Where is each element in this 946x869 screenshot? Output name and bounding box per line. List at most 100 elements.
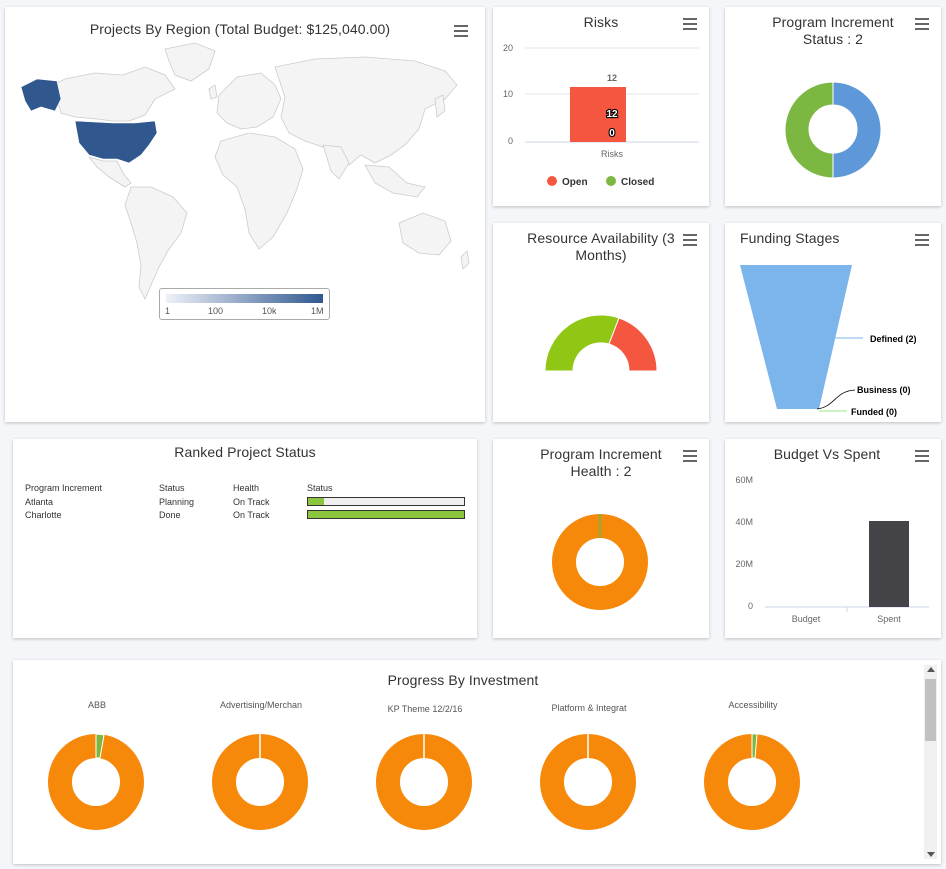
scroll-down-arrow-icon[interactable] (927, 852, 935, 857)
map-europe (216, 72, 282, 130)
investment-label: Accessibility (728, 700, 778, 710)
funnel-label-defined: Defined (2) (870, 334, 917, 344)
budget-y-tick: 40M (735, 517, 753, 527)
risks-bar-closed-label: 0 (609, 128, 615, 139)
map-card: Projects By Region (Total Budget: $125,0… (5, 7, 485, 422)
funnel-label-funded: Funded (0) (851, 407, 897, 417)
map-alaska (20, 78, 62, 112)
pi-health-menu-icon[interactable] (683, 450, 697, 462)
pi-health-card: Program Increment Health : 2 (493, 439, 709, 638)
scroll-up-arrow-icon[interactable] (927, 667, 935, 672)
ranked-row-name[interactable]: Atlanta (25, 497, 54, 507)
investment-donut-abb-done (95, 733, 105, 759)
ranked-row-progress-bar (307, 497, 465, 506)
progress-card: Progress By Investment ABB Advertising/M… (13, 660, 941, 864)
map-legend-label: 100 (208, 306, 224, 316)
budget-card: Budget Vs Spent 60M 40M 20M 0 Budget Spe… (725, 439, 941, 638)
budget-y-tick: 0 (748, 601, 753, 611)
funding-menu-icon[interactable] (915, 234, 929, 246)
ranked-header-name: Program Increment (25, 483, 103, 493)
pi-status-slice-blue (832, 81, 882, 179)
investment-label: Advertising/Merchan (219, 700, 303, 710)
world-map[interactable] (5, 37, 485, 317)
pi-health-title: Program Increment Health : 2 (540, 446, 662, 479)
budget-y-tick: 20M (735, 559, 753, 569)
map-legend-label: 1M (311, 306, 324, 316)
ranked-row-status: Done (159, 510, 181, 520)
map-canada (44, 66, 176, 122)
map-menu-icon[interactable] (454, 25, 468, 37)
budget-title: Budget Vs Spent (773, 446, 881, 462)
legend-closed-label: Closed (621, 177, 654, 188)
investment-label: KP Theme 12/2/16 (387, 704, 463, 714)
pi-status-donut[interactable] (725, 7, 941, 206)
map-title: Projects By Region (Total Budget: $125,0… (89, 21, 391, 37)
map-legend-label: 10k (262, 306, 277, 316)
risks-x-label: Risks (601, 149, 623, 159)
risks-chart: 20 10 0 12 12 0 Risks Open Closed (503, 43, 699, 188)
ranked-header-progress: Status (307, 483, 333, 493)
map-australia (398, 212, 452, 256)
risks-title: Risks (583, 14, 619, 30)
funnel-stage-defined (740, 265, 852, 409)
risks-y-tick: 0 (508, 136, 513, 146)
resource-slice-red (608, 317, 658, 372)
resource-title: Resource Availability (3 Months) (527, 230, 675, 263)
investment-label: Platform & Integrat (551, 703, 627, 713)
risks-bar-open (570, 87, 626, 142)
map-legend-gradient (166, 294, 323, 303)
map-south-america (124, 186, 188, 300)
ranked-row-status: Planning (159, 497, 195, 507)
ranked-row-health: On Track (233, 497, 270, 507)
map-mexico (87, 156, 132, 188)
budget-menu-icon[interactable] (915, 450, 929, 462)
map-usa (74, 120, 158, 164)
pi-status-slice-green (784, 81, 834, 179)
map-se-asia (364, 164, 426, 198)
resource-menu-icon[interactable] (683, 234, 697, 246)
ranked-card: Ranked Project Status Program Increment … (13, 439, 477, 638)
legend-open-label: Open (562, 177, 588, 188)
risks-menu-icon[interactable] (683, 18, 697, 30)
budget-x-label: Budget (792, 614, 821, 624)
pi-health-donut[interactable] (493, 439, 709, 638)
funding-funnel[interactable]: Defined (2) Business (0) Funded (0) (725, 223, 941, 422)
pi-status-card: Program Increment Status : 2 (725, 7, 941, 206)
map-india (322, 144, 350, 180)
map-uk (208, 84, 218, 100)
resource-card: Resource Availability (3 Months) (493, 223, 709, 422)
investment-donuts[interactable] (13, 660, 913, 864)
map-asia (274, 56, 458, 166)
ranked-header-health: Health (233, 483, 260, 493)
pi-status-title: Program Increment Status : 2 (772, 14, 894, 47)
ranked-row-health: On Track (233, 510, 270, 520)
legend-open-marker (547, 176, 557, 186)
map-japan (434, 94, 446, 118)
progress-title: Progress By Investment (387, 672, 539, 688)
risks-bar-open-label: 12 (606, 109, 618, 120)
budget-chart: 60M 40M 20M 0 Budget Spent (735, 475, 929, 624)
ranked-title: Ranked Project Status (174, 444, 316, 460)
map-africa (214, 132, 304, 250)
risks-y-tick: 10 (503, 89, 513, 99)
risks-bar-total-label: 12 (607, 73, 617, 83)
resource-gauge[interactable] (493, 223, 709, 422)
scroll-thumb[interactable] (925, 679, 936, 741)
risks-card: Risks 20 10 0 12 12 0 Risks Open Closed (493, 7, 709, 206)
funding-card: Funding Stages Defined (2) Business (0) … (725, 223, 941, 422)
ranked-header-status: Status (159, 483, 185, 493)
ranked-row-name[interactable]: Charlotte (25, 510, 62, 520)
budget-y-tick: 60M (735, 475, 753, 485)
progress-scrollbar[interactable] (924, 665, 937, 859)
pi-status-menu-icon[interactable] (915, 18, 929, 30)
budget-bar-spent (869, 521, 909, 607)
map-legend-label: 1 (165, 306, 171, 316)
legend-closed-marker (606, 176, 616, 186)
map-legend: 1 100 10k 1M (159, 288, 330, 320)
funnel-label-business: Business (0) (857, 385, 911, 395)
investment-donut-accessibility-done (751, 733, 758, 759)
ranked-row-progress-fill (308, 498, 324, 505)
resource-slice-green (544, 314, 620, 372)
ranked-row-progress-bar (307, 510, 465, 519)
ranked-row-progress-fill (308, 511, 464, 518)
